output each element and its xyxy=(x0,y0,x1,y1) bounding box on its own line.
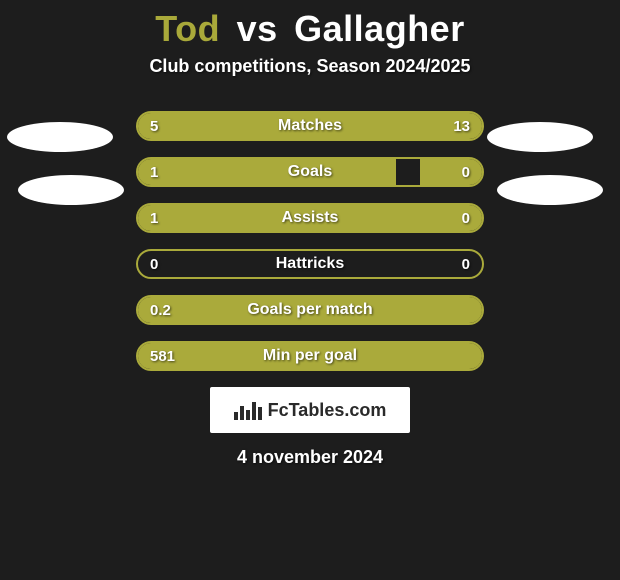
bar-chart-icon xyxy=(234,400,262,420)
subtitle: Club competitions, Season 2024/2025 xyxy=(0,56,620,77)
logo-box: FcTables.com xyxy=(210,387,410,433)
stat-label: Matches xyxy=(138,113,482,139)
avatar-placeholder xyxy=(7,122,113,152)
comparison-chart: 513Matches 10Goals 10Assists 00Hattricks 0.2… xyxy=(136,111,484,371)
stat-label: Min per goal xyxy=(138,343,482,369)
stat-row: 581Min per goal xyxy=(136,341,484,371)
stat-row: 10Goals xyxy=(136,157,484,187)
player2-name: Gallagher xyxy=(294,8,465,49)
logo-text: FcTables.com xyxy=(268,400,387,421)
stat-row: 00Hattricks xyxy=(136,249,484,279)
stat-label: Hattricks xyxy=(138,251,482,277)
vs-label: vs xyxy=(237,8,278,49)
stat-row: 10Assists xyxy=(136,203,484,233)
stat-row: 0.2Goals per match xyxy=(136,295,484,325)
stat-label: Assists xyxy=(138,205,482,231)
page-title: Tod vs Gallagher xyxy=(0,0,620,50)
stat-label: Goals xyxy=(138,159,482,185)
avatar-placeholder xyxy=(487,122,593,152)
avatar-placeholder xyxy=(18,175,124,205)
stat-label: Goals per match xyxy=(138,297,482,323)
stat-row: 513Matches xyxy=(136,111,484,141)
player1-name: Tod xyxy=(155,8,220,49)
avatar-placeholder xyxy=(497,175,603,205)
date-label: 4 november 2024 xyxy=(0,447,620,468)
